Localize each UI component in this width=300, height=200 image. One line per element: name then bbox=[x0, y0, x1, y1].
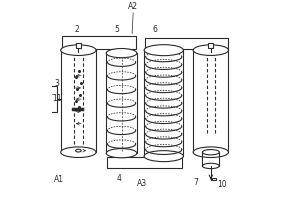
Ellipse shape bbox=[106, 149, 137, 158]
Ellipse shape bbox=[144, 151, 183, 162]
Text: A1: A1 bbox=[53, 175, 64, 184]
Bar bbox=[62, 36, 136, 49]
Ellipse shape bbox=[76, 149, 81, 152]
Text: A2: A2 bbox=[128, 2, 138, 11]
Bar bbox=[212, 178, 216, 180]
Ellipse shape bbox=[202, 163, 219, 169]
Ellipse shape bbox=[61, 45, 96, 55]
Text: 6: 6 bbox=[153, 25, 158, 34]
Ellipse shape bbox=[202, 150, 219, 155]
Ellipse shape bbox=[144, 45, 183, 56]
Text: 3: 3 bbox=[55, 79, 59, 88]
Text: A3: A3 bbox=[137, 179, 147, 188]
Text: 11: 11 bbox=[52, 94, 62, 103]
Text: 10: 10 bbox=[218, 180, 227, 189]
Text: 7: 7 bbox=[193, 178, 198, 187]
Bar bbox=[73, 108, 84, 111]
Text: 4: 4 bbox=[117, 174, 122, 183]
Ellipse shape bbox=[193, 147, 229, 158]
Bar bbox=[208, 43, 213, 48]
Text: 2: 2 bbox=[74, 25, 79, 34]
Ellipse shape bbox=[106, 49, 137, 58]
Bar bbox=[50, 86, 57, 112]
Ellipse shape bbox=[61, 147, 96, 158]
Bar bbox=[145, 38, 227, 49]
Ellipse shape bbox=[193, 45, 229, 55]
Text: 5: 5 bbox=[115, 25, 120, 34]
Bar bbox=[107, 157, 182, 168]
Bar bbox=[76, 43, 81, 48]
